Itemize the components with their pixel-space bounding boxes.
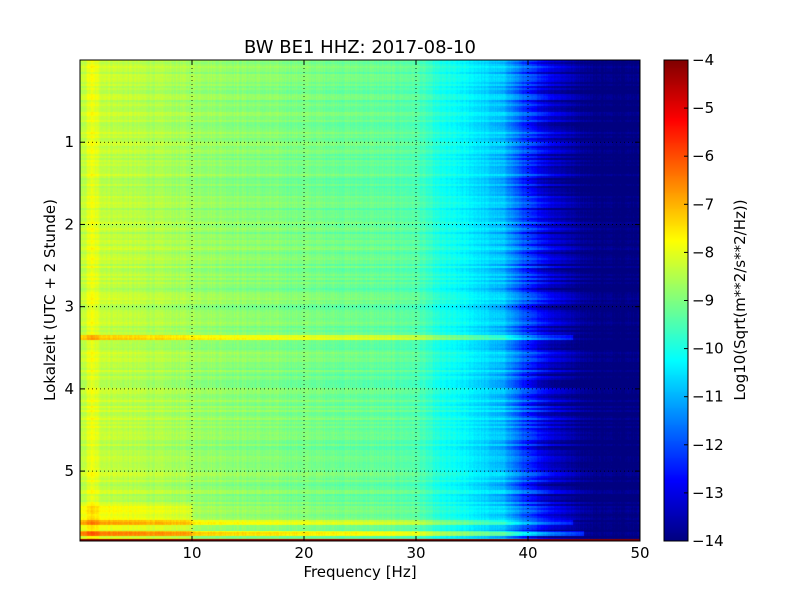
colorbar-tick-label: −5: [692, 99, 714, 117]
y-tick-label: 3: [64, 298, 74, 316]
colorbar-tick-label: −11: [692, 388, 724, 406]
plot-area: 10 20 30 40 50 1 2 3 4 5: [64, 59, 650, 562]
colorbar-tick-label: −6: [692, 147, 714, 165]
colorbar-tick-label: −8: [692, 243, 714, 261]
x-tick-label: 20: [294, 544, 313, 562]
x-tick-label: 10: [182, 544, 201, 562]
plot-frame: [79, 59, 641, 542]
chart-title: BW BE1 HHZ: 2017-08-10: [244, 37, 476, 58]
colorbar-tick-label: −13: [692, 484, 724, 502]
y-axis-ticks: 1 2 3 4 5: [64, 133, 640, 480]
grid-lines: [80, 60, 640, 541]
x-tick-label: 30: [406, 544, 425, 562]
colorbar-tick-label: −10: [692, 340, 724, 358]
colorbar-tick-label: −9: [692, 292, 714, 310]
colorbar-tick-label: −12: [692, 436, 724, 454]
colorbar-tick-label: −14: [692, 532, 724, 550]
colorbar: −4 −5 −6 −7 −8 −9 −10 −11 −12 −13 −14: [663, 51, 724, 550]
y-tick-label: 1: [64, 133, 74, 151]
heatmap-canvas: [80, 60, 640, 541]
x-tick-label: 40: [518, 544, 537, 562]
y-tick-label: 4: [64, 380, 74, 398]
colorbar-tick-label: −7: [692, 195, 714, 213]
x-axis-label: Frequency [Hz]: [303, 563, 416, 581]
heatmap-image: [80, 60, 640, 541]
x-axis-ticks: 10 20 30 40 50: [182, 60, 650, 562]
y-axis-label: Lokalzeit (UTC + 2 Stunde): [41, 199, 59, 401]
y-tick-label: 5: [64, 462, 74, 480]
colorbar-tick-label: −4: [692, 51, 714, 69]
colorbar-label: Log10(Sqrt(m**2/s**2/Hz)): [731, 199, 749, 400]
colorbar-ticks: −4 −5 −6 −7 −8 −9 −10 −11 −12 −13 −14: [684, 51, 724, 550]
x-tick-label: 50: [630, 544, 649, 562]
y-tick-label: 2: [64, 215, 74, 233]
